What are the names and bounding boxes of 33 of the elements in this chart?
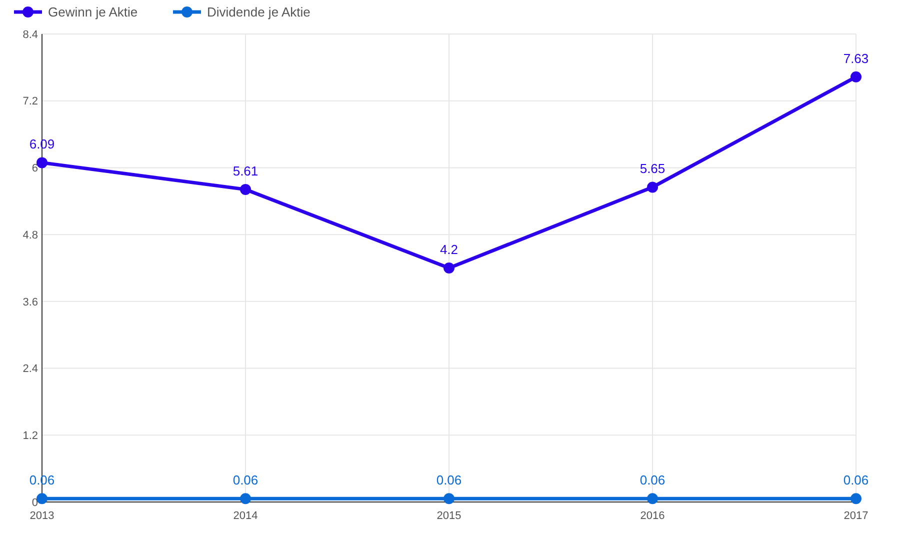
data-label: 0.06 — [232, 472, 258, 488]
x-tick-label: 2014 — [233, 510, 258, 522]
data-label: 0.06 — [436, 472, 462, 488]
data-label: 4.2 — [440, 242, 458, 257]
data-label: 5.61 — [232, 163, 258, 178]
point — [444, 493, 454, 504]
data-label: 7.63 — [843, 50, 869, 66]
point — [240, 493, 251, 504]
y-tick-label: 0 — [32, 496, 38, 509]
x-tick-label: 2013 — [30, 510, 54, 522]
data-label: 0.06 — [843, 472, 869, 488]
y-tick-label: 2.4 — [22, 363, 38, 376]
y-tick-label: 6 — [32, 162, 38, 175]
x-tick-label: 2017 — [844, 510, 868, 522]
x-tick-label: 2015 — [436, 510, 462, 522]
y-tick-label: 1.2 — [22, 430, 38, 442]
data-label: 5.65 — [640, 161, 666, 176]
y-tick-label: 3.6 — [22, 296, 38, 308]
point — [850, 71, 862, 82]
y-tick-label: 8.4 — [22, 28, 38, 41]
x-tick-label: 2016 — [640, 510, 665, 522]
y-tick-label: 4.8 — [22, 229, 38, 242]
point — [647, 182, 658, 193]
point — [850, 493, 862, 504]
point — [647, 493, 658, 504]
point — [36, 157, 48, 168]
data-label: 0.06 — [640, 472, 666, 488]
y-tick-label: 7.2 — [22, 96, 38, 108]
point — [36, 493, 48, 504]
legend-label: Gewinn je Aktie — [48, 4, 138, 20]
point — [444, 262, 454, 274]
legend-label: Dividende je Aktie — [207, 4, 310, 20]
point — [240, 184, 251, 195]
